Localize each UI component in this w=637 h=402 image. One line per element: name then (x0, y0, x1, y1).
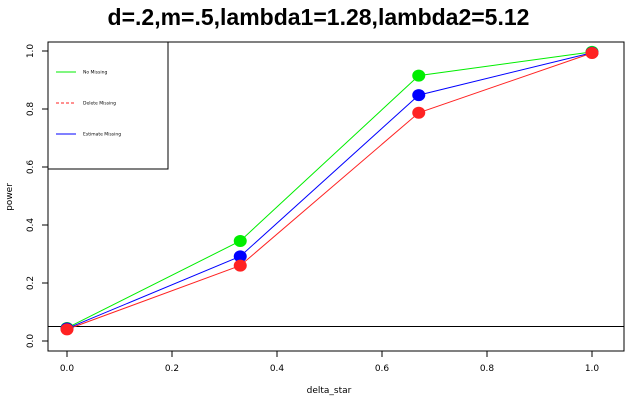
data-point-0 (412, 69, 426, 82)
data-point-0 (233, 234, 247, 247)
y-tick-label: 0.2 (26, 276, 36, 290)
y-tick-label: 0.4 (26, 218, 36, 233)
y-tick-label: 1.0 (26, 44, 36, 59)
x-tick-label: 0.2 (165, 364, 179, 374)
y-tick-label: 0.8 (26, 102, 36, 117)
x-tick-label: 0.6 (375, 364, 390, 374)
data-point-2 (412, 89, 426, 102)
legend: No Missing Delete Missing Estimate Missing (47, 41, 169, 170)
y-axis: 0.0 0.2 0.4 0.6 0.8 1.0 (26, 44, 49, 349)
legend-label-2: Estimate Missing (83, 132, 121, 138)
x-axis: 0.0 0.2 0.4 0.6 0.8 1.0 (60, 350, 600, 374)
legend-label-1: Delete Missing (83, 101, 116, 107)
data-point-1 (60, 323, 74, 336)
data-point-1 (233, 259, 247, 272)
x-tick-label: 0.4 (270, 364, 285, 374)
series-line-2 (66, 52, 593, 329)
y-tick-label: 0.0 (26, 334, 36, 349)
legend-box (47, 41, 169, 170)
series-line-1 (66, 52, 593, 330)
y-tick-label: 0.6 (26, 160, 36, 175)
chart-title: d=.2,m=.5,lambda1=1.28,lambda2=5.12 (107, 4, 530, 30)
y-axis-title: power (5, 183, 15, 211)
data-point-1 (412, 106, 426, 119)
data-point-1 (585, 47, 599, 60)
x-axis-title: delta_star (307, 386, 352, 396)
series-line-0 (66, 51, 593, 329)
x-tick-label: 1.0 (585, 364, 600, 374)
data-point-2 (233, 250, 247, 263)
x-tick-label: 0.8 (480, 364, 495, 374)
legend-label-0: No Missing (83, 70, 107, 76)
x-tick-label: 0.0 (60, 364, 75, 374)
series-layer (60, 45, 599, 336)
